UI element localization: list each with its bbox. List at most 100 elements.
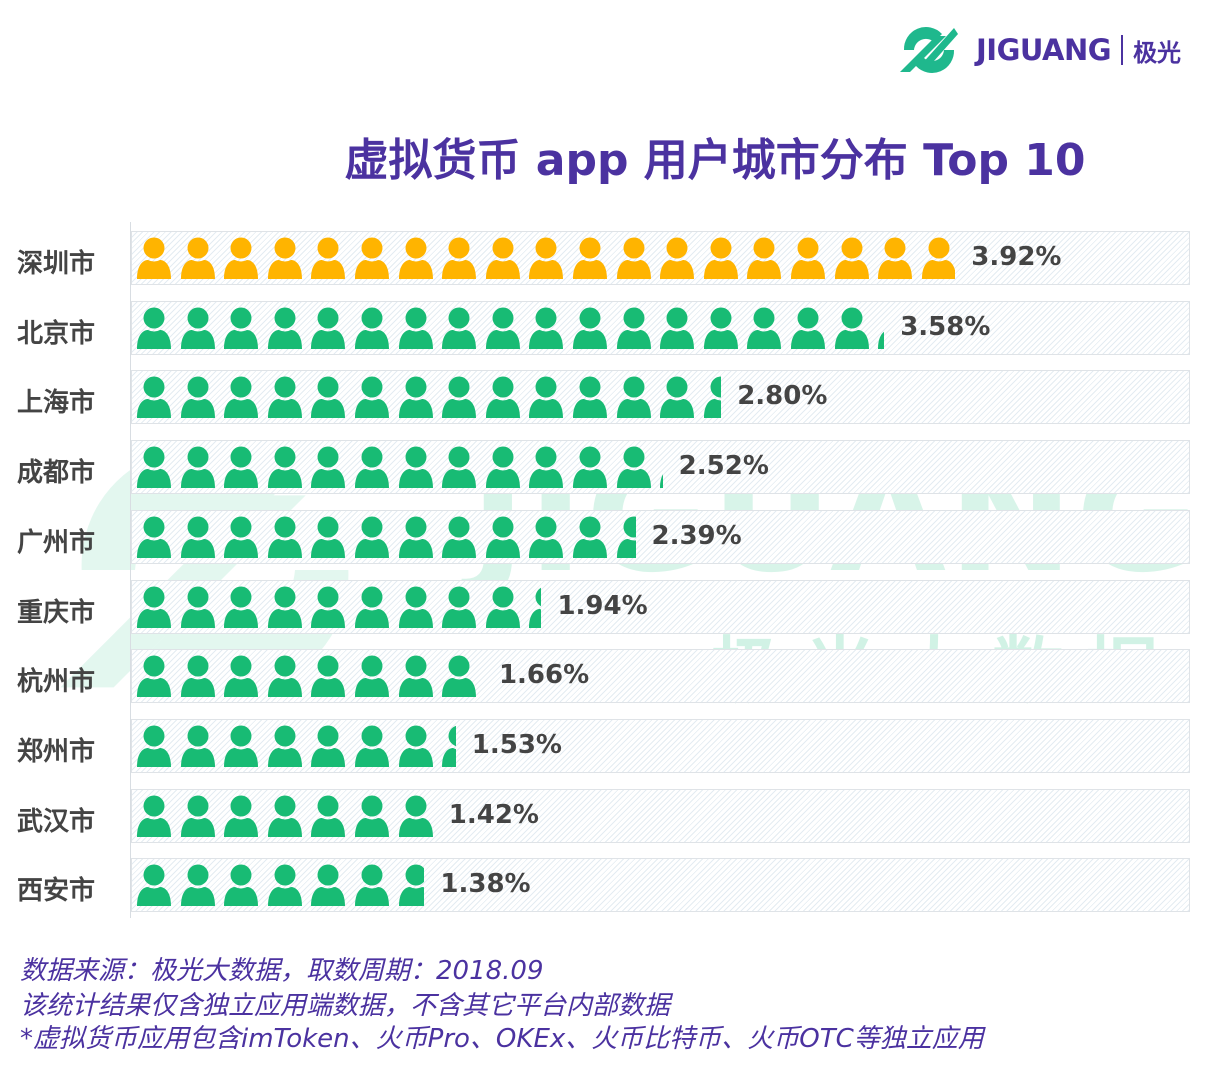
person-icon (137, 655, 171, 698)
person-icon (267, 864, 302, 907)
person-icon (355, 516, 389, 558)
bar-icons (136, 864, 425, 908)
category-label: 郑州市 (17, 736, 96, 767)
footer-note: 该统计结果仅含独立应用端数据，不含其它平台内部数据 (20, 991, 671, 1021)
person-icon (703, 376, 722, 419)
person-icon (573, 307, 607, 349)
category-label: 上海市 (17, 388, 96, 419)
person-icon (442, 655, 477, 698)
person-icon (747, 237, 782, 279)
person-icon (485, 516, 520, 558)
person-icon (267, 725, 302, 767)
y-axis-line (130, 222, 131, 918)
person-icon (442, 725, 456, 767)
person-icon (311, 516, 346, 558)
person-icon (180, 586, 215, 628)
bar-icons (136, 795, 433, 839)
person-icon (660, 475, 663, 489)
person-icon (355, 446, 389, 489)
person-icon (485, 307, 520, 349)
bar-icons (136, 307, 885, 351)
bar-icons (136, 586, 542, 630)
person-icon (660, 307, 695, 349)
person-icon (485, 237, 520, 279)
bar-row: 西安市 1.38% (0, 858, 1222, 914)
person-icon (355, 795, 389, 837)
person-icon (311, 655, 346, 698)
person-icon (137, 864, 171, 907)
person-icon (137, 586, 171, 628)
person-icon (442, 516, 477, 558)
person-icon (616, 376, 651, 419)
person-icon (311, 446, 346, 489)
person-icon (529, 376, 564, 419)
bar-track (131, 649, 1190, 704)
value-label: 2.52% (678, 451, 769, 482)
bar-row: 武汉市 1.42% (0, 788, 1222, 845)
person-icon (442, 586, 477, 628)
person-icon (267, 586, 302, 628)
bar-track (131, 579, 1190, 634)
person-icon (180, 237, 215, 279)
person-icon (398, 376, 433, 419)
person-icon (442, 237, 477, 279)
person-icon (267, 307, 302, 349)
person-icon (878, 331, 885, 349)
category-label: 深圳市 (17, 249, 96, 279)
category-label: 西安市 (17, 876, 96, 907)
person-icon (398, 655, 433, 698)
person-icon (398, 795, 433, 837)
person-icon (180, 376, 215, 419)
bar-row: 杭州市 1.66% (0, 649, 1222, 705)
person-icon (180, 446, 215, 489)
person-icon (703, 307, 738, 349)
person-icon (137, 446, 171, 489)
person-icon (311, 725, 346, 767)
logo-divider (1121, 35, 1124, 65)
value-label: 1.38% (440, 869, 531, 900)
person-icon (311, 864, 346, 907)
chart-title: 虚拟货币 app 用户城市分布 Top 10 (344, 135, 1086, 186)
person-icon (573, 446, 607, 489)
person-icon (616, 446, 651, 489)
person-icon (311, 237, 346, 279)
bar-track (131, 858, 1190, 913)
person-icon (311, 795, 346, 837)
person-icon (747, 307, 782, 349)
jiguang-logo-icon (900, 27, 958, 73)
bar-icons (136, 446, 663, 490)
person-icon (573, 237, 607, 279)
person-icon (137, 307, 171, 349)
person-icon (224, 516, 259, 558)
person-icon (616, 307, 651, 349)
person-icon (398, 307, 433, 349)
person-icon (442, 376, 477, 419)
person-icon (267, 376, 302, 419)
bar-row: 成都市 2.52% (0, 440, 1222, 496)
person-icon (180, 307, 215, 349)
person-icon (224, 864, 259, 907)
person-icon (398, 516, 433, 558)
person-icon (529, 587, 542, 628)
person-icon (355, 586, 389, 628)
person-icon (355, 725, 389, 767)
person-icon (224, 655, 259, 698)
bar-icons (136, 376, 722, 420)
person-icon (529, 516, 564, 558)
person-icon (224, 586, 259, 628)
bar-icons (136, 237, 956, 281)
person-icon (398, 864, 425, 907)
value-label: 1.42% (448, 799, 539, 830)
person-icon (224, 795, 259, 837)
person-icon (442, 446, 477, 489)
bar-track (131, 718, 1190, 773)
bar-track (131, 788, 1190, 843)
person-icon (180, 725, 215, 767)
bar-icons (136, 725, 456, 769)
person-icon (311, 586, 346, 628)
person-icon (137, 237, 171, 279)
person-icon (137, 795, 171, 837)
person-icon (616, 516, 636, 558)
person-icon (267, 655, 302, 698)
bar-row: 广州市 2.39% (0, 509, 1222, 566)
